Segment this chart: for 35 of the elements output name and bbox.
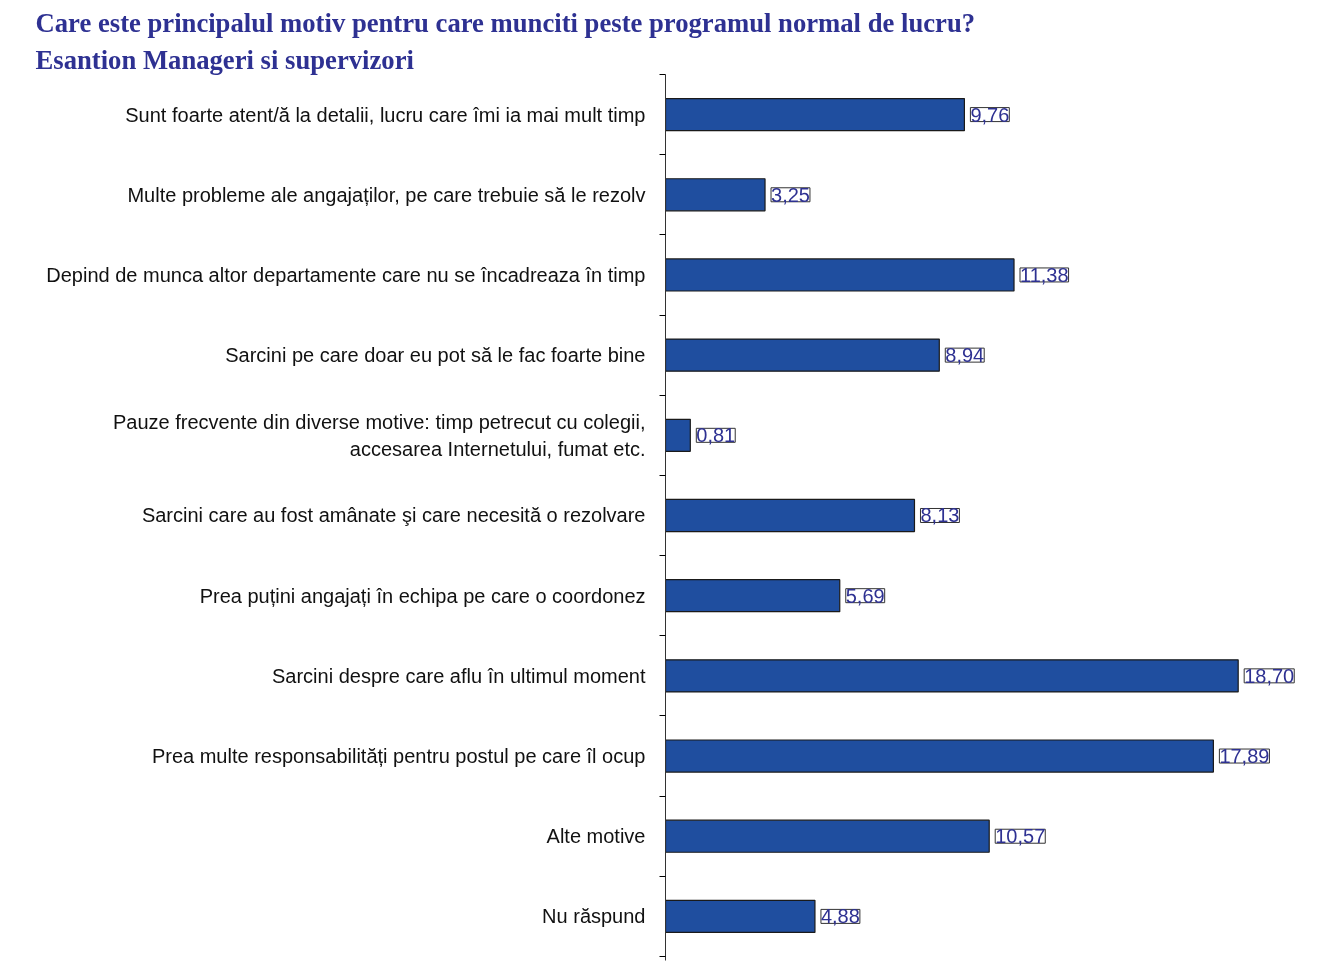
data-label: 9,76 <box>970 103 1010 126</box>
data-label: 18,70 <box>1244 664 1295 687</box>
bar <box>665 579 841 613</box>
data-label: 10,57 <box>995 825 1046 848</box>
y-tick-label: Sunt foarte atent/ă la detalii, lucru care îmi ia mai mult timp <box>125 103 646 126</box>
y-tick-label: Nu răspund <box>542 905 646 928</box>
data-label: 8,13 <box>920 504 960 527</box>
data-label: 8,94 <box>945 344 985 367</box>
bar <box>665 338 940 372</box>
data-label: 0,81 <box>696 424 736 447</box>
bar <box>665 97 965 132</box>
chart-title: Care este principalul motiv pentru care munciti peste programul normal de lucru? <box>35 7 976 38</box>
text: Esantion Manageri si supervizori <box>35 44 415 75</box>
bar <box>665 418 691 452</box>
data-label: 4,88 <box>820 905 860 928</box>
bar <box>665 739 1214 773</box>
bar <box>665 498 916 533</box>
data-label: 3,25 <box>771 183 810 206</box>
y-tick-label: Depind de munca altor departamente care nu se încadreaza în timp <box>46 263 646 286</box>
bar <box>665 178 766 212</box>
y-tick-label: Alte motive <box>546 825 646 848</box>
y-tick-label: Sarcini care au fost amânate şi care necesită o rezolvare <box>141 504 646 527</box>
y-tick-label: Prea multe responsabilități pentru postul pe care îl ocup <box>151 745 646 768</box>
y-tick-label: Pauze frecvente din diverse motive: timp petrecut cu colegii, accesarea Internetului, fumat etc. <box>113 411 646 460</box>
data-label: 5,69 <box>845 584 885 607</box>
data-label: 11,38 <box>1020 263 1069 286</box>
y-tick-label: Sarcini despre care aflu în ultimul moment <box>272 664 646 687</box>
y-tick-label: Prea puțini angajați în echipa pe care o coordonez <box>199 584 646 607</box>
y-tick-label: Sarcini pe care doar eu pot să le fac foarte bine <box>225 344 646 367</box>
y-tick-label: Multe probleme ale angajaților, pe care trebuie să le rezolv <box>127 183 646 206</box>
bar <box>665 659 1239 693</box>
data-label: 17,89 <box>1219 745 1270 768</box>
bar <box>665 899 816 934</box>
bar <box>665 258 1015 292</box>
bar <box>665 819 990 853</box>
